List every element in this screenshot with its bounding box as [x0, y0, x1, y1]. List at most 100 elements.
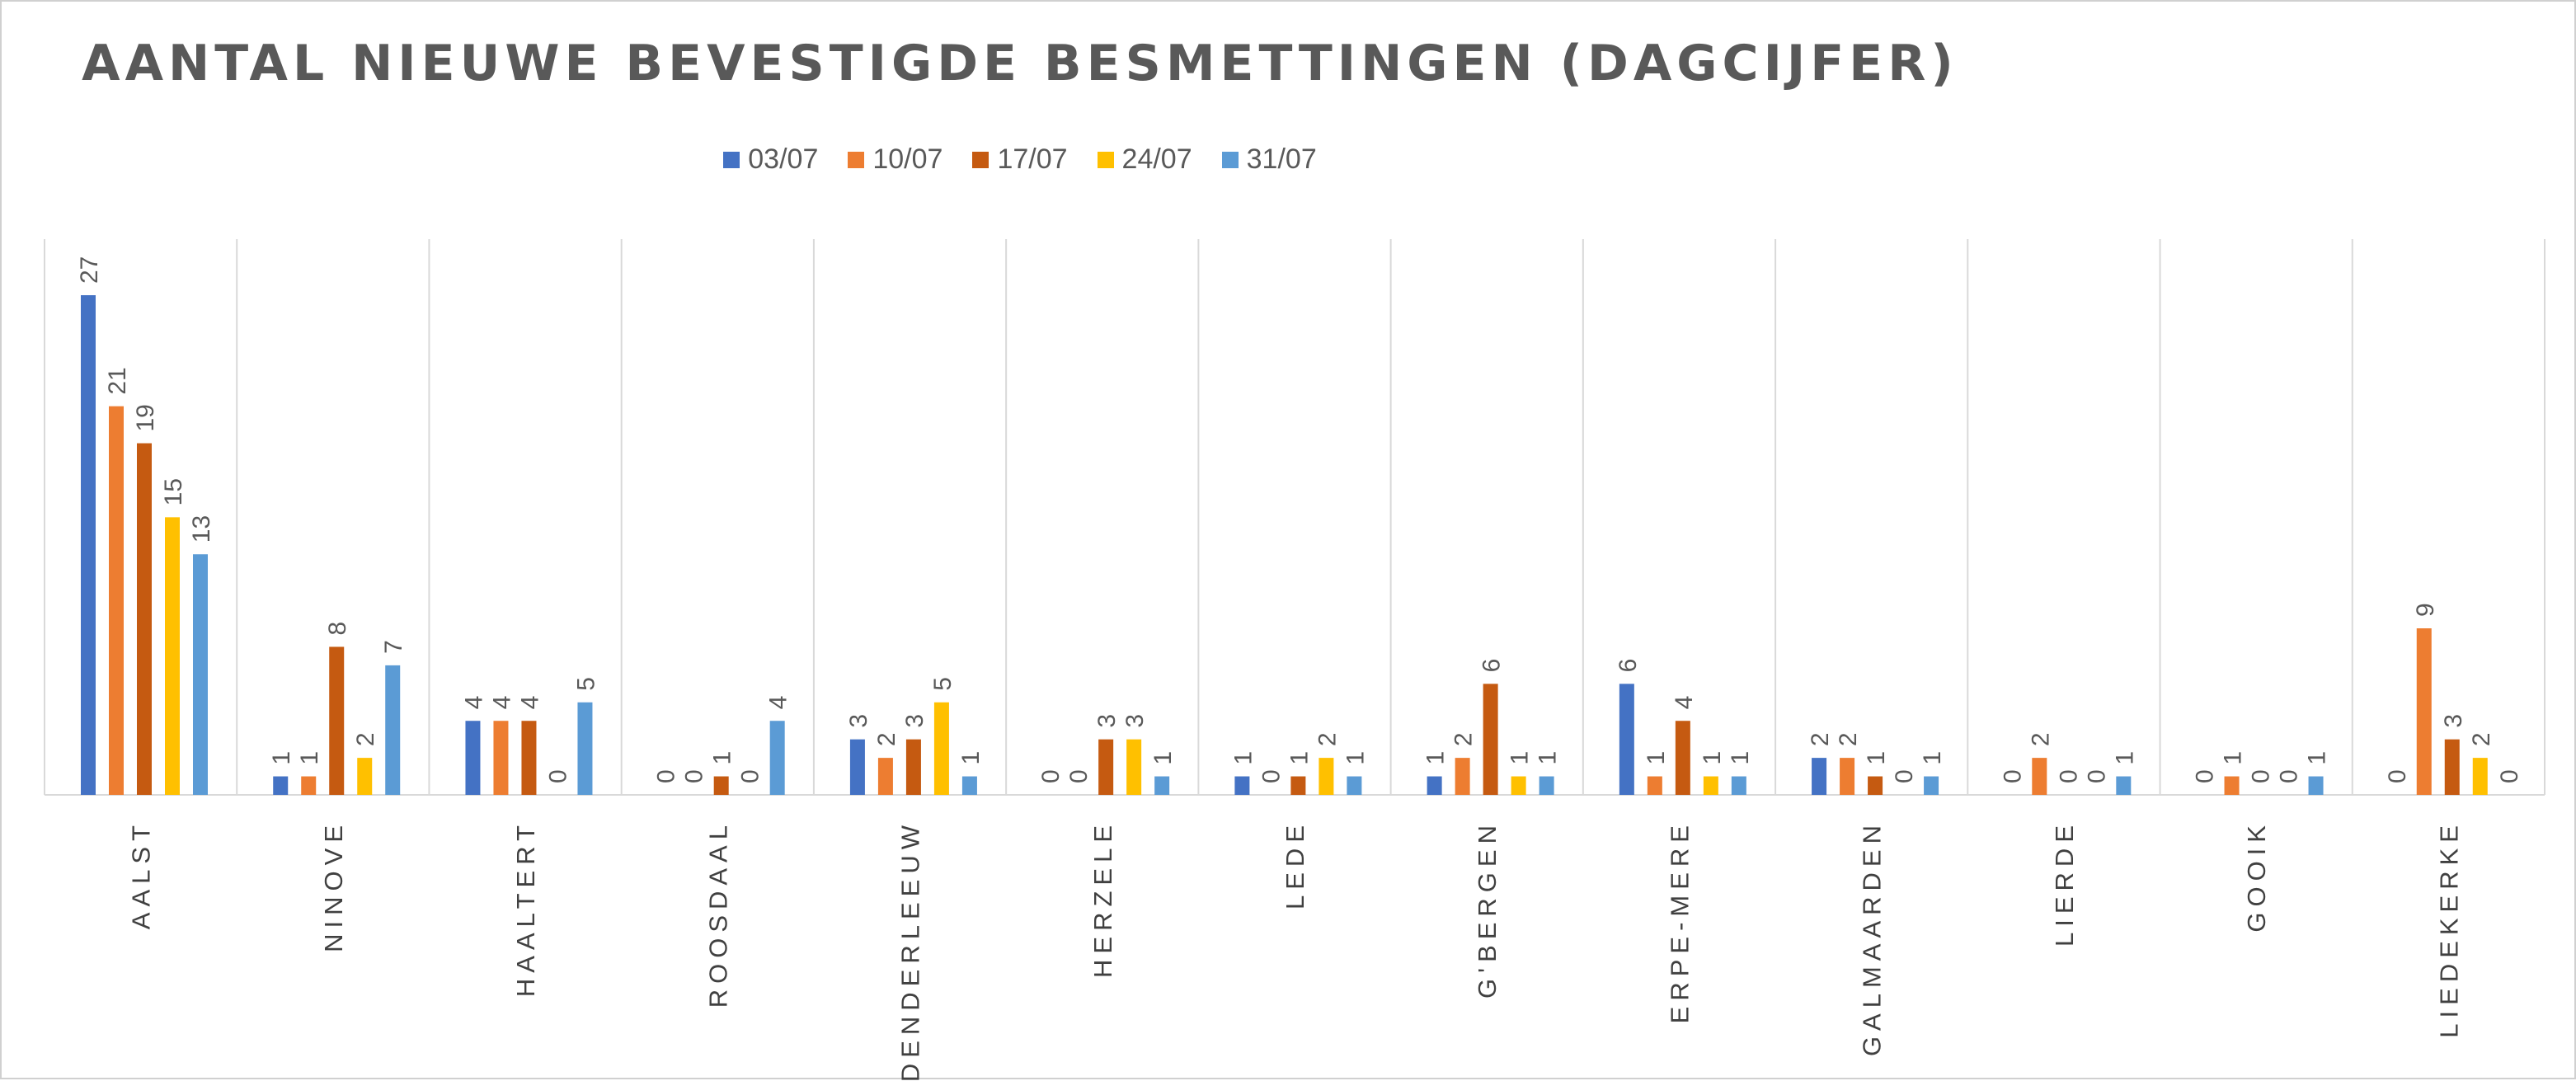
category-label: LIEDEKERKE: [2434, 820, 2463, 1038]
bar: [2472, 758, 2488, 795]
data-label: 2: [1314, 732, 1341, 746]
bar: [1319, 758, 1334, 795]
data-label: 27: [76, 256, 103, 284]
data-label: 1: [296, 751, 323, 765]
data-label: 1: [1507, 751, 1534, 765]
legend-label: 10/07: [872, 143, 943, 175]
data-label: 8: [324, 622, 351, 636]
data-label: 3: [1093, 714, 1121, 728]
category-label: AALST: [127, 820, 156, 929]
bar: [769, 721, 785, 795]
data-label: 4: [516, 696, 543, 710]
bar: [81, 295, 96, 795]
category-label: HAALTERT: [511, 820, 540, 997]
bar: [2444, 739, 2460, 795]
category-label: LEDE: [1281, 820, 1309, 909]
data-label: 0: [2276, 769, 2303, 783]
data-label: 0: [737, 769, 764, 783]
legend-label: 31/07: [1246, 143, 1317, 175]
data-label: 1: [1727, 751, 1754, 765]
data-label: 0: [681, 769, 708, 783]
data-label: 19: [132, 404, 159, 431]
legend-label: 03/07: [748, 143, 819, 175]
data-label: 0: [1037, 769, 1065, 783]
bar: [165, 517, 180, 795]
category-label: G'BERGEN: [1473, 820, 1502, 999]
data-label: 9: [2412, 603, 2439, 617]
bar: [1539, 776, 1554, 795]
bar: [933, 702, 949, 795]
data-label: 0: [1065, 769, 1093, 783]
bar: [1511, 776, 1526, 795]
data-label: 1: [1863, 751, 1890, 765]
category-label: HERZELE: [1088, 820, 1117, 978]
bar: [465, 721, 481, 795]
legend-swatch: [848, 151, 865, 168]
data-label: 1: [1422, 751, 1450, 765]
bar: [109, 406, 124, 795]
bar: [1647, 776, 1662, 795]
bar: [1234, 776, 1250, 795]
category-label: ERPE-MERE: [1665, 820, 1694, 1023]
bar: [1347, 776, 1362, 795]
legend-label: 17/07: [997, 143, 1068, 175]
data-label: 1: [1919, 751, 1946, 765]
legend-label: 24/07: [1121, 143, 1192, 175]
data-label: 1: [1342, 751, 1369, 765]
data-label: 1: [1535, 751, 1562, 765]
data-label: 0: [2248, 769, 2275, 783]
legend: 03/07 10/07 17/07 24/07 31/07: [2, 143, 2038, 176]
data-label: 2: [2027, 732, 2054, 746]
data-label: 0: [2192, 769, 2219, 783]
data-label: 1: [1149, 751, 1177, 765]
bar: [493, 721, 509, 795]
bar: [1731, 776, 1746, 795]
data-label: 0: [653, 769, 680, 783]
data-label: 6: [1478, 659, 1506, 673]
data-label: 1: [2111, 751, 2138, 765]
data-label: 6: [1615, 659, 1642, 673]
data-label: 4: [765, 696, 792, 710]
data-label: 0: [2496, 769, 2523, 783]
bar: [301, 776, 317, 795]
data-label: 1: [268, 751, 295, 765]
data-label: 5: [929, 677, 957, 691]
bar: [877, 758, 893, 795]
bar: [713, 776, 729, 795]
legend-item: 31/07: [1221, 143, 1317, 176]
bar: [1619, 684, 1634, 795]
bar: [1126, 739, 1142, 795]
legend-swatch: [1097, 151, 1114, 168]
data-label: 0: [2083, 769, 2110, 783]
data-label: 4: [1671, 696, 1698, 710]
bar: [1098, 739, 1114, 795]
legend-swatch: [1221, 151, 1239, 168]
bar: [1812, 758, 1827, 795]
data-label: 2: [1450, 732, 1478, 746]
data-label: 21: [104, 367, 131, 394]
legend-item: 10/07: [848, 143, 942, 176]
bar: [961, 776, 977, 795]
bar: [1483, 684, 1498, 795]
category-label: NINOVE: [319, 820, 348, 952]
bar: [2032, 758, 2047, 795]
data-label: 7: [380, 640, 407, 654]
data-label: 0: [1891, 769, 1918, 783]
data-label: 4: [488, 696, 515, 710]
bar: [1924, 776, 1939, 795]
data-label: 3: [901, 714, 928, 728]
legend-item: 24/07: [1097, 143, 1192, 176]
data-label: 13: [188, 515, 215, 543]
data-label: 3: [1121, 714, 1149, 728]
bar: [905, 739, 921, 795]
legend-swatch: [723, 151, 740, 168]
data-label: 0: [1257, 769, 1285, 783]
bar: [1154, 776, 1170, 795]
data-label: 0: [2384, 769, 2411, 783]
bar: [1675, 721, 1690, 795]
category-label: LIERDE: [2050, 820, 2079, 947]
data-label: 3: [845, 714, 872, 728]
bar: [1427, 776, 1442, 795]
